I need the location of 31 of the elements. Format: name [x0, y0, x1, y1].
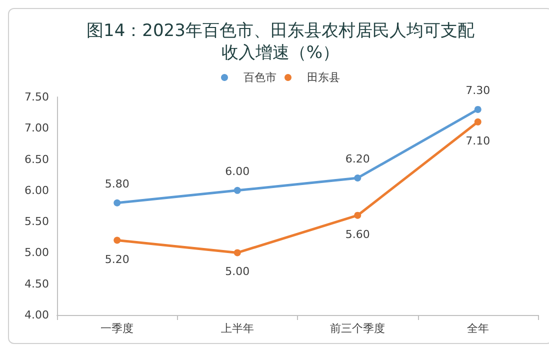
point [354, 212, 362, 219]
x-tick-label: 全年 [466, 322, 489, 335]
point [114, 199, 121, 206]
data-label: 7.10 [466, 134, 490, 148]
point [114, 236, 121, 244]
data-label: 5.60 [345, 228, 370, 241]
point [354, 174, 362, 182]
y-tick-label: 6.50 [24, 152, 49, 166]
chart-title: 图14：2023年百色市、田东县农村居民人均可支配收入增速（%） [86, 21, 474, 63]
point [234, 249, 241, 256]
data-label: 5.00 [225, 265, 250, 278]
legend-label: 田东县 [307, 71, 340, 84]
data-label: 7.30 [466, 84, 490, 97]
point [474, 118, 482, 126]
y-tick-label: 7.50 [24, 90, 49, 104]
y-tick-label: 7.00 [24, 122, 49, 135]
data-label: 6.20 [345, 152, 370, 166]
y-tick-label: 4.00 [24, 308, 49, 322]
y-tick-label: 5.50 [24, 215, 49, 228]
x-tick-label: 一季度 [100, 322, 134, 335]
y-tick-label: 5.00 [24, 246, 49, 260]
y-tick-label: 4.50 [24, 277, 49, 290]
legend-label: 百色市 [244, 71, 276, 84]
x-tick-label: 前三个季度 [330, 322, 386, 335]
point [234, 186, 241, 194]
x-tick-label: 上半年 [220, 322, 254, 335]
data-label: 5.20 [104, 252, 130, 266]
data-label: 5.80 [104, 177, 130, 190]
y-tick-label: 6.00 [24, 184, 49, 197]
point [474, 106, 482, 113]
data-label: 6.00 [225, 164, 250, 178]
